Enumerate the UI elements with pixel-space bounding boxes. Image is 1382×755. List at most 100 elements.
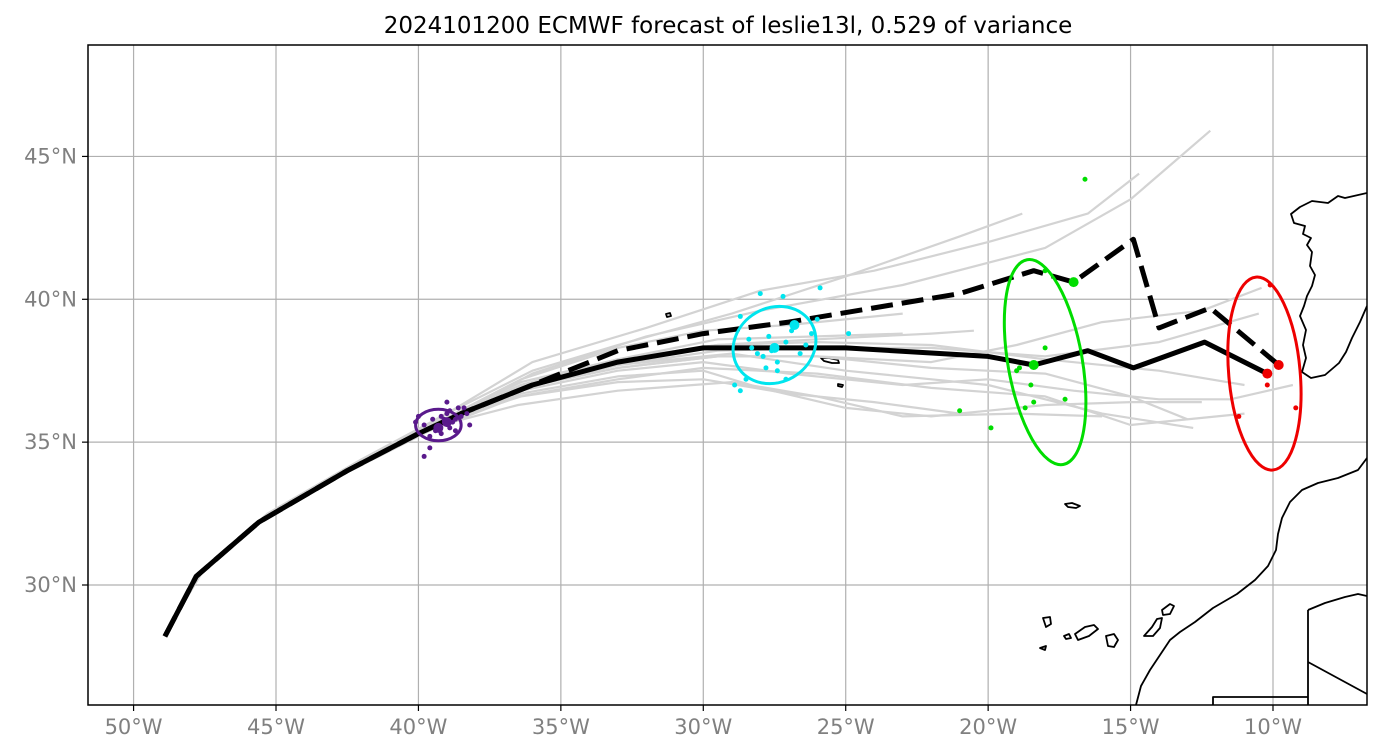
green-member-position (1042, 345, 1048, 351)
algeria-coast (1307, 593, 1367, 611)
madeira-island (1064, 502, 1081, 509)
green-member-position (1028, 382, 1034, 388)
western-sahara-border (1212, 696, 1308, 705)
iberian-coastline (1290, 192, 1367, 379)
y-tick-label: 35°N (24, 430, 77, 454)
ensemble-member-track (163, 381, 1103, 637)
cyan-member-position (732, 382, 738, 388)
purple-mean-position (433, 422, 444, 433)
purple-uncertainty-ellipse (414, 407, 463, 443)
green-member-position (988, 425, 994, 431)
red-member-position (1293, 405, 1299, 411)
x-tick-label: 40°W (389, 715, 447, 739)
axis-ticks: 50°W 45°W 40°W 35°W 30°W 25°W 20°W 15°W 10°W 30°N… (24, 144, 1302, 739)
green-member-position (1082, 176, 1088, 182)
cyan-member-position (783, 339, 789, 345)
green-member-position (1022, 405, 1028, 411)
ensemble-member-track (163, 369, 1202, 637)
purple-member-position (452, 428, 458, 434)
graticule (88, 45, 1367, 705)
gran-canaria-island (1105, 633, 1119, 648)
green-uncertainty-ellipse (1002, 258, 1088, 467)
y-tick-label: 45°N (24, 144, 77, 168)
cyan-member-position (737, 388, 743, 394)
ensemble-member-track (163, 341, 1245, 637)
cyan-uncertainty-ellipse (731, 304, 818, 386)
cyan-member-position (809, 331, 815, 337)
ensemble-member-track (163, 172, 1140, 635)
ensemble-member-track (163, 312, 1260, 637)
cyan-member-position (754, 351, 760, 357)
cyan-member-position (760, 353, 766, 359)
y-tick-label: 30°N (24, 573, 77, 597)
green-member-position (957, 408, 963, 414)
x-tick-label: 35°W (532, 715, 590, 739)
mauritania-border (1307, 661, 1367, 695)
cyan-member-position (814, 316, 820, 322)
cyan-mean-position (789, 320, 800, 330)
forecast-tracks (162, 129, 1294, 638)
cyan-member-position (774, 368, 780, 374)
coastlines (665, 192, 1367, 705)
forecast-markers (413, 176, 1303, 472)
ensemble-member-track (163, 366, 1245, 637)
gomera-island (1074, 624, 1099, 641)
cyan-member-position (749, 345, 755, 351)
cyan-member-position (846, 331, 852, 337)
cyan-member-position (757, 291, 763, 297)
purple-member-position (444, 399, 450, 405)
x-tick-label: 45°W (247, 715, 305, 739)
x-tick-label: 50°W (105, 715, 163, 739)
green-member-position (1062, 396, 1068, 402)
cyan-member-position (817, 285, 823, 291)
purple-member-position (461, 405, 467, 411)
purple-member-position (467, 422, 473, 428)
lanzarote-island (1161, 603, 1175, 616)
ensemble-member-track (163, 212, 1023, 635)
cyan-member-position (803, 342, 809, 348)
green-member-position (1031, 399, 1037, 405)
cyan-member-position (766, 333, 772, 339)
red-mean-position (1273, 360, 1284, 370)
red-mean-position (1262, 368, 1273, 379)
red-member-position (1236, 413, 1242, 419)
purple-member-position (421, 453, 427, 459)
purple-member-position (421, 422, 427, 428)
cyan-member-position (780, 293, 786, 299)
fuerteventura-island (1143, 617, 1163, 637)
cyan-mean-position (769, 342, 780, 353)
el-hierro-island (1039, 645, 1047, 651)
purple-mean-position (441, 417, 452, 428)
cyan-member-position (797, 351, 803, 357)
red-member-position (1264, 382, 1270, 388)
x-tick-label: 20°W (959, 715, 1017, 739)
cyan-member-position (737, 313, 743, 319)
chart-title: 2024101200 ECMWF forecast of leslie13l, … (384, 13, 1073, 39)
green-mean-position (1068, 277, 1079, 288)
cyan-member-position (774, 359, 780, 365)
cyan-member-position (763, 365, 769, 371)
tenerife-island (1063, 633, 1072, 640)
la-palma-island (1042, 616, 1052, 628)
azores-sao-miguel-island (837, 383, 844, 388)
purple-member-position (464, 411, 470, 417)
green-member-position (1014, 368, 1020, 374)
purple-member-position (430, 416, 436, 422)
cyan-member-position (746, 336, 752, 342)
ensemble-member-track (163, 355, 1188, 637)
y-tick-label: 40°N (24, 287, 77, 311)
x-tick-label: 30°W (674, 715, 732, 739)
solid-forecast-track (162, 339, 1269, 638)
plot-frame (87, 44, 1368, 706)
x-tick-label: 10°W (1244, 715, 1302, 739)
red-uncertainty-ellipse (1226, 275, 1303, 472)
x-tick-label: 15°W (1102, 715, 1160, 739)
purple-member-position (427, 445, 433, 451)
azores-flores-island (665, 312, 672, 318)
african-coastline (1135, 457, 1367, 705)
purple-member-position (455, 405, 461, 411)
x-tick-label: 25°W (817, 715, 875, 739)
green-mean-position (1028, 360, 1039, 370)
ensemble-member-track (163, 129, 1212, 635)
